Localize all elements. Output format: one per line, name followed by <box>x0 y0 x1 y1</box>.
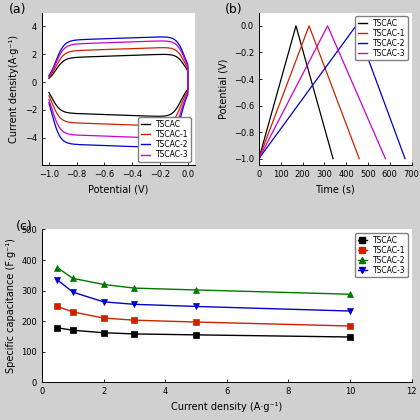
X-axis label: Potential (V): Potential (V) <box>88 185 149 195</box>
Text: (c): (c) <box>16 220 33 233</box>
Y-axis label: Current density(A·g⁻¹): Current density(A·g⁻¹) <box>9 35 19 143</box>
Legend: TSCAC, TSCAC-1, TSCAC-2, TSCAC-3: TSCAC, TSCAC-1, TSCAC-2, TSCAC-3 <box>355 16 408 60</box>
Text: (a): (a) <box>8 3 26 16</box>
X-axis label: Current density (A·g⁻¹): Current density (A·g⁻¹) <box>171 402 282 412</box>
Text: (b): (b) <box>225 3 243 16</box>
X-axis label: Time (s): Time (s) <box>315 185 355 195</box>
Legend: TSCAC, TSCAC-1, TSCAC-2, TSCAC-3: TSCAC, TSCAC-1, TSCAC-2, TSCAC-3 <box>355 233 408 277</box>
Y-axis label: Specific capacitance (F·g⁻¹): Specific capacitance (F·g⁻¹) <box>6 239 16 373</box>
Legend: TSCAC, TSCAC-1, TSCAC-2, TSCAC-3: TSCAC, TSCAC-1, TSCAC-2, TSCAC-3 <box>139 118 191 162</box>
Y-axis label: Potential (V): Potential (V) <box>218 59 228 119</box>
